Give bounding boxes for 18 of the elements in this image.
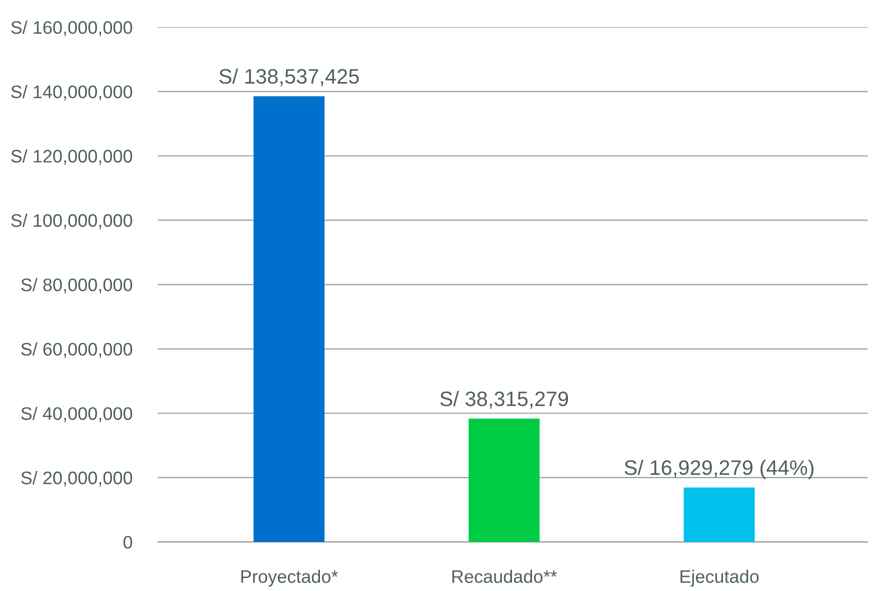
data-label: S/ 16,929,279 (44%)	[624, 460, 814, 480]
data-label: S/ 138,537,425	[219, 68, 359, 86]
x-tick-label: Ejecutado	[680, 570, 759, 587]
bar	[684, 487, 755, 542]
y-tick-label: S/ 140,000,000	[11, 84, 132, 100]
bar	[254, 96, 325, 542]
y-tick-label: S/ 20,000,000	[21, 471, 132, 486]
y-tick-label: S/ 80,000,000	[21, 278, 132, 294]
y-tick-label: S/ 40,000,000	[21, 406, 132, 422]
y-tick-label: S/ 100,000,000	[11, 214, 132, 230]
data-label: S/ 38,315,279	[440, 390, 568, 409]
x-tick-label: Recaudado**	[452, 570, 558, 583]
y-tick-label: S/ 60,000,000	[21, 342, 132, 358]
x-tick-label: Proyectado*	[241, 570, 338, 587]
bar	[468, 418, 540, 542]
y-tick-label: 0	[123, 536, 132, 549]
y-tick-label: S/ 120,000,000	[11, 149, 132, 165]
y-tick-label: S/ 160,000,000	[11, 20, 132, 36]
